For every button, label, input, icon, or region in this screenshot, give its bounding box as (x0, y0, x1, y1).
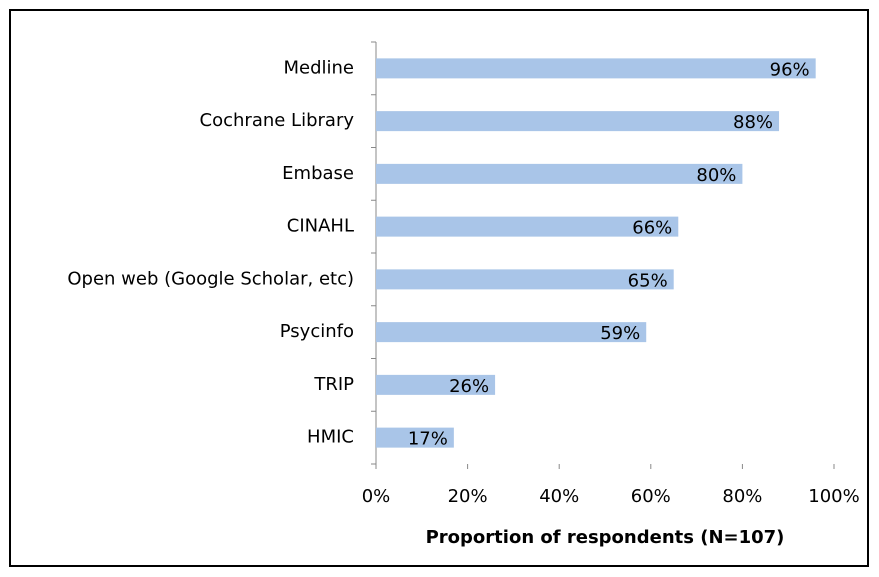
data-label: 80% (696, 165, 736, 186)
data-label: 17% (408, 429, 448, 450)
x-axis-title: Proportion of respondents (N=107) (426, 527, 785, 548)
x-tick-label: 40% (539, 486, 579, 507)
bar (376, 111, 780, 132)
data-label: 59% (600, 323, 640, 344)
bar (376, 163, 743, 184)
bar (376, 269, 674, 290)
data-label: 66% (632, 218, 672, 239)
bar (376, 216, 679, 237)
y-tick-label: Embase (282, 163, 354, 184)
data-label: 65% (628, 270, 668, 291)
bar (376, 322, 647, 343)
y-tick-label: TRIP (313, 374, 354, 395)
x-tick-label: 60% (631, 486, 671, 507)
y-tick-label: HMIC (307, 427, 354, 448)
y-tick-label: Psycinfo (280, 321, 354, 342)
x-tick-label: 0% (362, 486, 391, 507)
x-tick-label: 100% (808, 486, 859, 507)
y-tick-label: CINAHL (287, 216, 354, 237)
x-tick-label: 80% (722, 486, 762, 507)
y-tick-label: Medline (283, 57, 354, 78)
data-label: 26% (449, 376, 489, 397)
data-label: 96% (770, 59, 810, 80)
y-tick-label: Cochrane Library (200, 110, 355, 131)
bar (376, 374, 496, 395)
y-tick-label: Open web (Google Scholar, etc) (67, 268, 354, 289)
data-label: 88% (733, 112, 773, 133)
bar (376, 427, 454, 448)
x-tick-label: 20% (448, 486, 488, 507)
bar (376, 58, 816, 79)
